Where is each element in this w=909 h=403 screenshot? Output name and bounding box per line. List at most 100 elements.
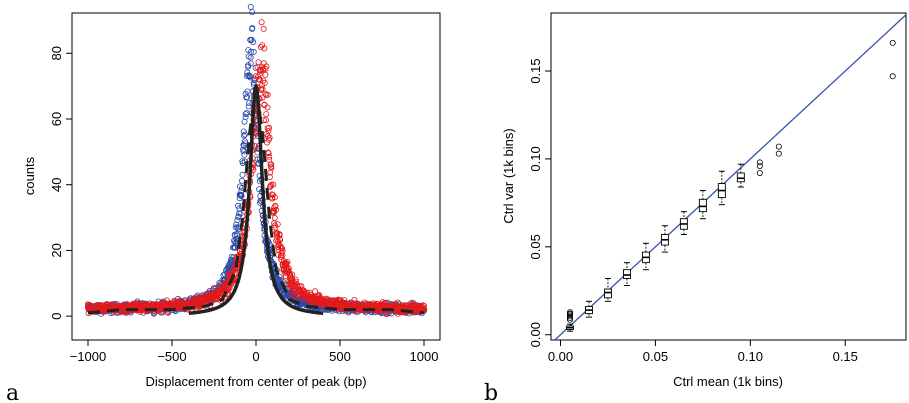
outlier-point bbox=[775, 150, 782, 157]
scatter-point-red bbox=[279, 247, 286, 254]
scatter-point-red bbox=[420, 302, 427, 309]
scatter-point-red bbox=[261, 79, 268, 86]
scatter-point-red bbox=[257, 77, 264, 84]
scatter-point-blue bbox=[249, 24, 256, 31]
y-tick-label: 20 bbox=[49, 243, 64, 257]
scatter-point-red bbox=[285, 265, 292, 272]
panel-a-x-axis-title: Displacement from center of peak (bp) bbox=[145, 374, 366, 389]
scatter-point-blue bbox=[234, 216, 241, 223]
scatter-point-red bbox=[277, 236, 284, 243]
y-tick-label: 0.10 bbox=[528, 146, 543, 171]
scatter-point-red bbox=[255, 59, 262, 66]
x-tick-label: 500 bbox=[329, 349, 351, 364]
scatter-point-red bbox=[279, 252, 286, 259]
fit-line-dashed bbox=[87, 84, 425, 315]
panel-b-x-axis-title: Ctrl mean (1k bins) bbox=[673, 374, 783, 389]
scatter-point-red bbox=[289, 271, 296, 278]
scatter-point-blue bbox=[239, 158, 246, 165]
scatter-point-blue bbox=[247, 3, 254, 10]
panel-a-y-axis-title: counts bbox=[22, 156, 37, 195]
scatter-point-red bbox=[258, 19, 265, 26]
x-tick-label: −1000 bbox=[70, 349, 107, 364]
scatter-point-blue bbox=[247, 54, 254, 61]
scatter-point-blue bbox=[242, 113, 249, 120]
scatter-point-blue bbox=[245, 103, 252, 110]
x-tick-label: 0 bbox=[252, 349, 259, 364]
scatter-point-red bbox=[268, 161, 275, 168]
box-body bbox=[604, 288, 612, 299]
y-tick-label: 0.00 bbox=[528, 322, 543, 347]
box-body bbox=[736, 172, 745, 183]
outlier-point bbox=[756, 162, 763, 169]
scatter-point-red bbox=[264, 104, 271, 111]
scatter-point-red bbox=[268, 164, 275, 171]
scatter-point-red bbox=[284, 258, 291, 265]
scatter-point-red bbox=[260, 25, 267, 32]
x-tick-label: −500 bbox=[157, 349, 186, 364]
scatter-point-blue bbox=[238, 192, 245, 199]
scatter-point-red bbox=[178, 297, 185, 304]
scatter-point-blue bbox=[241, 151, 248, 158]
scatter-point-blue bbox=[246, 100, 253, 107]
scatter-point-red bbox=[394, 299, 401, 306]
scatter-point-red bbox=[270, 181, 277, 188]
scatter-point-red bbox=[257, 44, 264, 51]
outlier-point bbox=[566, 309, 573, 316]
outlier-point bbox=[775, 143, 782, 150]
outlier-point bbox=[566, 315, 573, 322]
scatter-point-red bbox=[272, 202, 279, 209]
box-body bbox=[622, 269, 631, 279]
scatter-point-blue bbox=[242, 111, 249, 118]
scatter-point-red bbox=[269, 194, 276, 201]
scatter-point-red bbox=[316, 291, 323, 298]
scatter-point-blue bbox=[249, 9, 256, 16]
scatter-point-red bbox=[265, 127, 272, 134]
scatter-point-blue bbox=[234, 232, 241, 239]
scatter-point-red bbox=[288, 288, 295, 295]
panel-a-fit-lines bbox=[87, 84, 425, 316]
x-tick-label: 0.00 bbox=[548, 349, 573, 364]
scatter-point-red bbox=[259, 42, 266, 49]
panel-b-axes: 0.00 0.05 0.10 0.15 0.00 0.05 0.10 0.15 bbox=[528, 58, 858, 364]
scatter-point-red bbox=[259, 86, 266, 93]
y-tick-label: 0.05 bbox=[528, 234, 543, 259]
scatter-point-red bbox=[292, 276, 299, 283]
scatter-point-red bbox=[256, 71, 263, 78]
panel-b-data-marks bbox=[554, 14, 907, 341]
scatter-point-blue bbox=[239, 171, 246, 178]
scatter-point-red bbox=[268, 181, 275, 188]
panel-b-label: b bbox=[484, 381, 498, 403]
scatter-point-blue bbox=[231, 232, 238, 239]
y-tick-label: 60 bbox=[49, 112, 64, 126]
scatter-point-red bbox=[277, 253, 284, 260]
scatter-point-red bbox=[271, 194, 278, 201]
scatter-point-red bbox=[265, 150, 272, 157]
scatter-point-red bbox=[263, 117, 270, 124]
scatter-point-blue bbox=[248, 37, 255, 44]
outlier-point bbox=[566, 313, 573, 320]
scatter-point-red bbox=[289, 275, 296, 282]
y-tick-label: 0.15 bbox=[528, 58, 543, 83]
y-tick-label: 40 bbox=[49, 177, 64, 191]
scatter-point-blue bbox=[250, 48, 257, 55]
scatter-point-blue bbox=[247, 60, 254, 67]
scatter-point-blue bbox=[240, 132, 247, 139]
scatter-point-blue bbox=[241, 138, 248, 145]
panel-a-axes: −1000 −500 0 500 1000 0 20 40 60 80 bbox=[49, 46, 438, 364]
panel-a: −1000 −500 0 500 1000 0 20 40 60 80 Displacement … bbox=[6, 3, 441, 403]
scatter-point-red bbox=[266, 134, 273, 141]
reference-line bbox=[554, 14, 907, 341]
x-tick-label: 0.15 bbox=[833, 349, 858, 364]
scatter-point-red bbox=[271, 214, 278, 221]
scatter-point-blue bbox=[246, 73, 253, 80]
scatter-point-red bbox=[219, 284, 226, 291]
scatter-point-blue bbox=[240, 146, 247, 153]
scatter-point-blue bbox=[244, 94, 251, 101]
y-tick-label: 80 bbox=[49, 46, 64, 60]
scatter-point-red bbox=[261, 45, 268, 52]
scatter-point-red bbox=[312, 288, 319, 295]
scatter-point-red bbox=[218, 297, 225, 304]
scatter-point-blue bbox=[235, 202, 242, 209]
scatter-point-red bbox=[258, 85, 265, 92]
x-tick-label: 1000 bbox=[410, 349, 439, 364]
